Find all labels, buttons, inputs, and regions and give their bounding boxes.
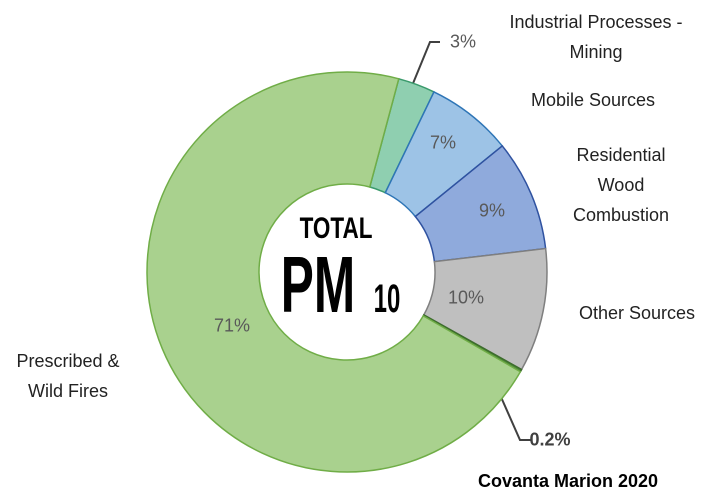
- center-text: PM: [281, 241, 355, 330]
- category-label: Residential Wood Combustion: [572, 145, 670, 225]
- category-label: Covanta Marion 2020: [477, 471, 659, 491]
- donut-segment: [146, 71, 522, 473]
- donut: [146, 71, 548, 473]
- category-label: Industrial Processes - Mining: [509, 12, 683, 62]
- data-label: 0.2%: [529, 429, 571, 450]
- data-label: 3%: [449, 31, 477, 52]
- category-label: Other Sources: [578, 303, 696, 323]
- center-text: 10: [374, 276, 401, 321]
- data-label: 9%: [478, 200, 506, 221]
- category-label: Mobile Sources: [530, 90, 656, 110]
- data-label: 71%: [213, 315, 251, 336]
- data-label: 7%: [429, 132, 457, 153]
- center-text: TOTAL: [300, 211, 373, 245]
- category-label: Prescribed & Wild Fires: [16, 351, 120, 401]
- data-label: 10%: [447, 287, 485, 308]
